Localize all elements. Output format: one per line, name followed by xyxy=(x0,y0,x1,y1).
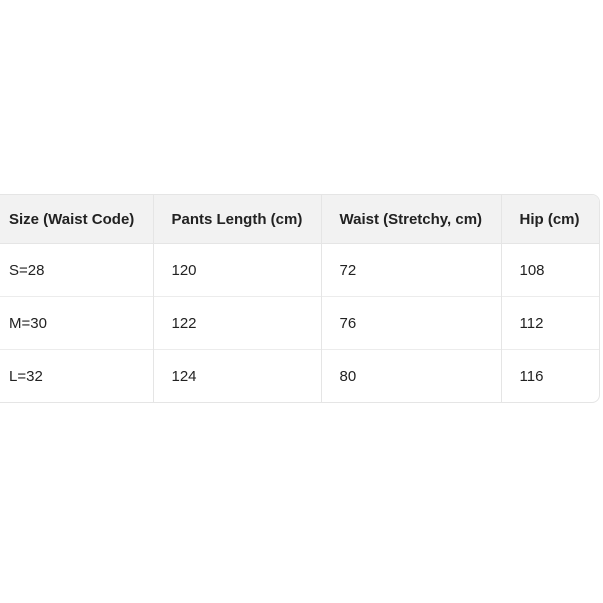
table-row: S=28 120 72 108 xyxy=(0,243,599,297)
header-waist: Waist (Stretchy, cm) xyxy=(320,195,501,244)
cell-pants-length: 120 xyxy=(152,243,321,297)
cell-hip: 108 xyxy=(500,243,599,297)
size-table: Size (Waist Code) Pants Length (cm) Wais… xyxy=(0,195,599,402)
header-pants-length: Pants Length (cm) xyxy=(152,195,321,244)
cell-pants-length: 122 xyxy=(152,296,321,350)
size-table-container: Size (Waist Code) Pants Length (cm) Wais… xyxy=(0,194,600,403)
table-row: M=30 122 76 112 xyxy=(0,296,599,350)
cell-waist: 80 xyxy=(320,349,501,402)
header-size: Size (Waist Code) xyxy=(0,195,153,244)
table-row: L=32 124 80 116 xyxy=(0,349,599,402)
cell-size: M=30 xyxy=(0,296,153,350)
cell-size: L=32 xyxy=(0,349,153,402)
cell-size: S=28 xyxy=(9,261,45,279)
cell-hip: 112 xyxy=(500,296,599,350)
header-hip: Hip (cm) xyxy=(500,195,599,244)
table-header-row: Size (Waist Code) Pants Length (cm) Wais… xyxy=(0,195,599,244)
cell-hip: 116 xyxy=(500,349,599,402)
cell-pants-length: 124 xyxy=(152,349,321,402)
cell-waist: 76 xyxy=(320,296,501,350)
cell-waist: 72 xyxy=(320,243,501,297)
